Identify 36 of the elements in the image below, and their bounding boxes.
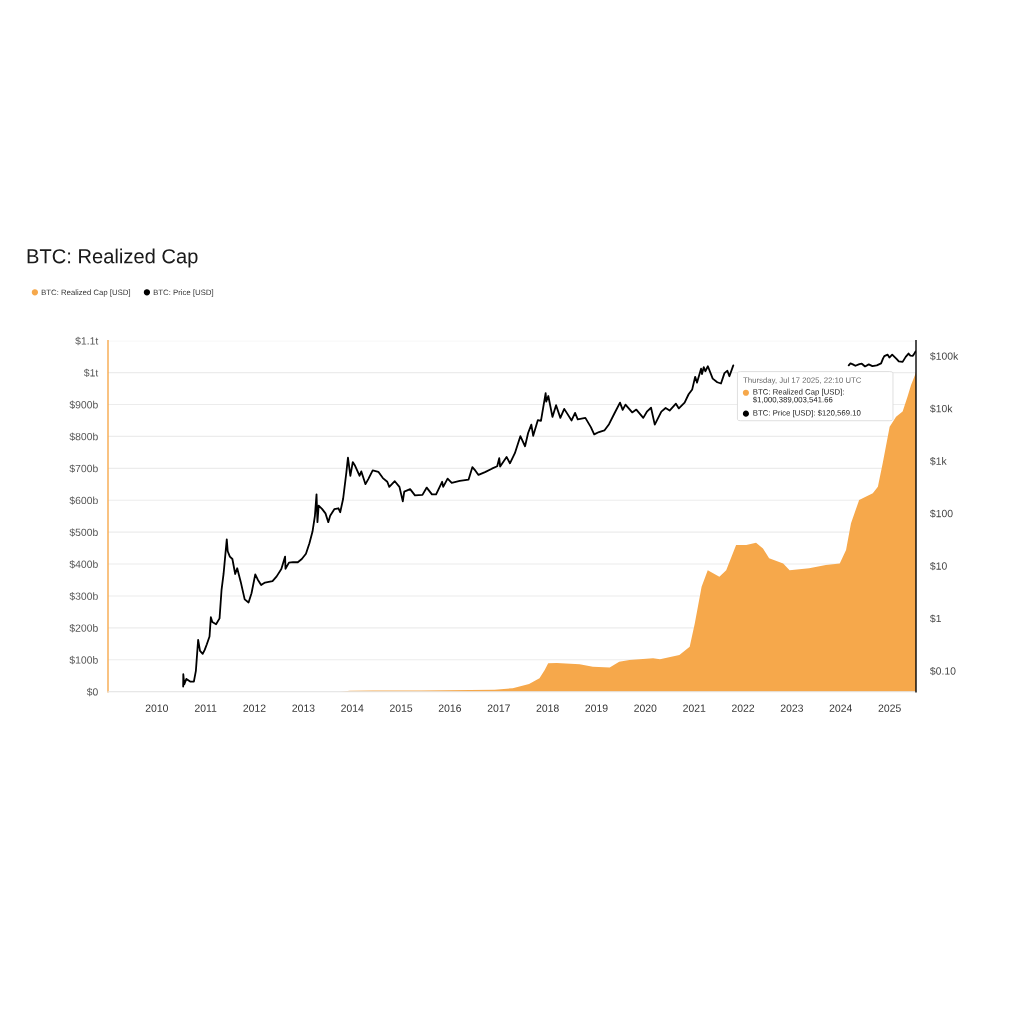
- x-tick-label: 2016: [438, 704, 461, 712]
- y-tick-label: $500b: [69, 528, 98, 537]
- x-tick-label: 2019: [585, 704, 608, 712]
- x-tick-label: 2023: [780, 704, 804, 712]
- y-tick-label: $0: [86, 687, 98, 697]
- y2-tick-label: $0.10: [930, 666, 956, 676]
- x-tick-label: 2013: [292, 704, 315, 712]
- y-tick-label: $300b: [69, 592, 98, 601]
- x-tick-label: 2024: [829, 704, 852, 712]
- x-tick-label: 2015: [389, 704, 413, 712]
- y2-tick-label: $1k: [930, 456, 947, 466]
- x-tick-label: 2010: [145, 704, 168, 712]
- x-tick-label: 2025: [878, 704, 901, 712]
- x-tick-label: 2018: [536, 704, 559, 712]
- y-tick-label: $100b: [69, 655, 98, 665]
- y2-tick-label: $100k: [930, 351, 959, 361]
- y-tick-label: $900b: [69, 400, 98, 410]
- y-tick-label: $200b: [69, 623, 98, 633]
- chart-title: BTC: Realized Cap: [27, 248, 198, 268]
- y-tick-label: $400b: [69, 560, 98, 569]
- y2-tick-label: $1: [930, 614, 941, 623]
- x-tick-label: 2021: [683, 704, 706, 712]
- y2-tick-label: $10: [930, 561, 947, 571]
- x-tick-label: 2017: [487, 704, 510, 712]
- y-tick-label: $800b: [69, 432, 98, 441]
- x-tick-label: 2020: [634, 704, 657, 712]
- y2-tick-label: $100: [930, 509, 953, 518]
- y-tick-label: $1t: [83, 368, 99, 378]
- x-tick-label: 2011: [194, 704, 217, 712]
- x-tick-label: 2012: [243, 704, 266, 712]
- y2-tick-label: $10k: [930, 404, 953, 413]
- x-tick-label: 2022: [732, 704, 755, 712]
- y-tick-label: $700b: [69, 464, 98, 473]
- x-tick-label: 2014: [341, 704, 364, 712]
- y-tick-label: $1.1t: [75, 336, 99, 346]
- y-tick-label: $600b: [69, 496, 98, 505]
